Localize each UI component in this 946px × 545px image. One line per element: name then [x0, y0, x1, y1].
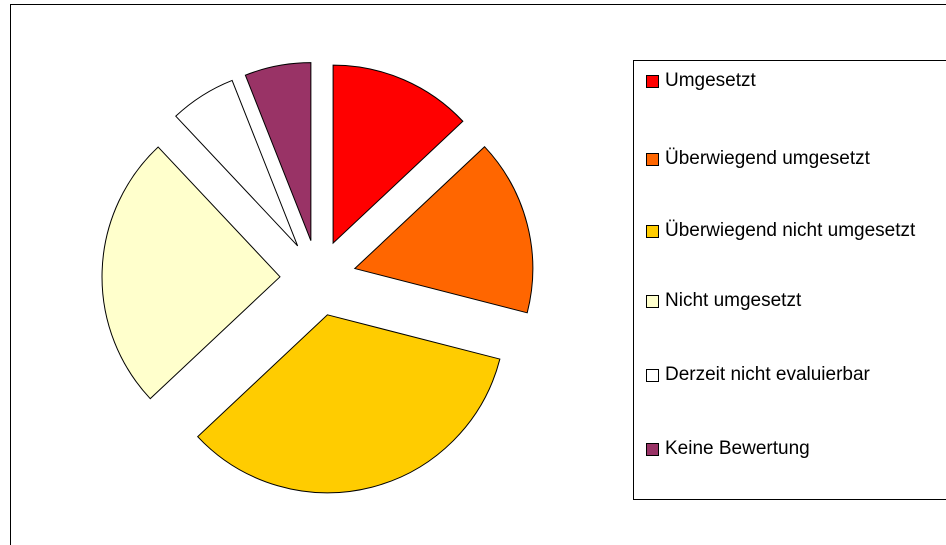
legend-swatch [646, 369, 659, 382]
legend: Umgesetzt Überwiegend umgesetzt Überwiegen… [633, 60, 946, 500]
pie-slice [353, 145, 534, 314]
pie-slice [332, 64, 464, 245]
legend-item: Überwiegend umgesetzt [646, 143, 946, 175]
legend-label: Überwiegend nicht umgesetzt [665, 220, 916, 241]
legend-item: Nicht umgesetzt [646, 285, 946, 317]
legend-item: Derzeit nicht evaluierbar [646, 359, 946, 391]
legend-item: Umgesetzt [646, 65, 946, 97]
legend-swatch [646, 75, 659, 88]
legend-swatch [646, 443, 659, 456]
legend-label: Keine Bewertung [665, 438, 810, 459]
legend-item: Überwiegend nicht umgesetzt [646, 215, 946, 247]
legend-swatch [646, 153, 659, 166]
legend-label: Umgesetzt [665, 70, 756, 91]
legend-label: Nicht umgesetzt [665, 290, 802, 311]
pie-slice [175, 79, 299, 247]
legend-swatch [646, 295, 659, 308]
legend-label: Derzeit nicht evaluierbar [665, 364, 870, 385]
pie-slice [244, 62, 312, 241]
chart-frame [10, 4, 946, 545]
pie-area [101, 62, 534, 494]
pie-slice [101, 146, 281, 400]
pie-slice [196, 314, 501, 494]
legend-item: Keine Bewertung [646, 433, 946, 465]
legend-swatch [646, 225, 659, 238]
legend-label: Überwiegend umgesetzt [665, 148, 870, 169]
